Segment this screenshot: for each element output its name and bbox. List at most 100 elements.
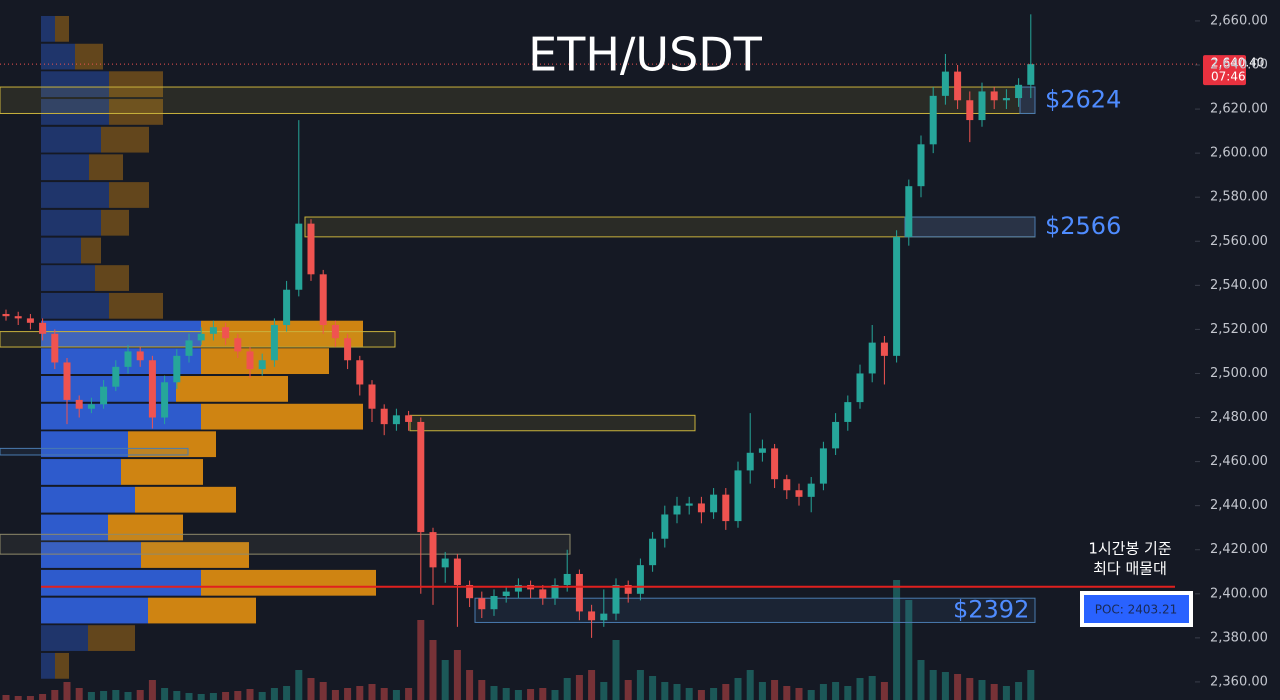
profile-buy: [41, 625, 88, 651]
volume-bar: [392, 690, 400, 700]
candle-body: [600, 613, 608, 621]
candle-body: [807, 483, 815, 497]
candle-body: [197, 333, 205, 341]
volume-bar: [417, 620, 425, 700]
y-tick-label: 2,640.00: [1210, 57, 1268, 72]
volume-bar: [600, 682, 608, 700]
volume-bar: [990, 684, 998, 700]
candle-body: [124, 351, 132, 367]
profile-buy: [41, 237, 81, 264]
candle-body: [453, 558, 461, 585]
profile-sell: [101, 209, 129, 236]
volume-bar: [954, 674, 962, 700]
volume-bar: [819, 684, 827, 700]
candle-body: [856, 373, 864, 403]
candle-body: [14, 316, 22, 319]
volume-bar: [75, 688, 83, 700]
volume-bar: [258, 692, 266, 700]
candle-body: [185, 340, 193, 356]
candle-body: [893, 236, 901, 356]
profile-sell: [81, 237, 101, 264]
profile-buy: [41, 403, 201, 430]
profile-buy: [41, 431, 128, 458]
volume-bar: [551, 690, 559, 700]
last-price-box: [1203, 55, 1246, 86]
volume-bar: [893, 580, 901, 700]
profile-sell: [95, 265, 129, 291]
zone-label: $2392: [953, 595, 1029, 623]
zone-label: $2566: [1045, 212, 1121, 240]
profile-buy: [41, 292, 109, 319]
volume-bar: [283, 686, 291, 700]
profile-buy: [41, 514, 108, 541]
volume-bar: [771, 680, 779, 700]
volume-bar: [87, 692, 95, 700]
y-tick-label: 2,360.00: [1210, 674, 1268, 689]
volume-bar: [514, 690, 522, 700]
volume-bar: [685, 688, 693, 700]
candle-body: [1027, 64, 1035, 85]
last-price-label: 2,640.40: [1211, 56, 1264, 70]
volume-bar: [746, 670, 754, 700]
volume-bar: [209, 693, 217, 700]
volume-bar: [783, 686, 791, 700]
y-tick-label: 2,420.00: [1210, 542, 1268, 557]
candle-body: [356, 360, 364, 385]
profile-buy: [41, 71, 109, 98]
volume-bar: [1027, 670, 1035, 700]
candle-body: [990, 91, 998, 101]
y-tick-label: 2,460.00: [1210, 454, 1268, 469]
candle-body: [258, 360, 266, 370]
y-tick-label: 2,580.00: [1210, 190, 1268, 205]
y-tick-label: 2,660.00: [1210, 13, 1268, 28]
candle-body: [966, 100, 974, 121]
zone: [0, 331, 396, 348]
volume-bar: [917, 660, 925, 700]
volume-bar: [2, 695, 10, 700]
profile-sell: [201, 403, 363, 430]
volume-bar: [344, 688, 352, 700]
profile-sell: [108, 514, 183, 541]
zone: [409, 414, 696, 432]
candle-body: [441, 558, 449, 568]
candle-body: [392, 415, 400, 425]
candle-body: [697, 503, 705, 513]
candle-body: [1002, 98, 1010, 101]
volume-bar: [441, 660, 449, 700]
candle-body: [514, 584, 522, 592]
zone-box: [904, 216, 1036, 238]
volume-bar: [26, 696, 34, 700]
y-tick-label: 2,560.00: [1210, 234, 1268, 249]
candle-body: [466, 584, 474, 599]
volume-bar: [710, 688, 718, 700]
candle-body: [136, 351, 144, 361]
candle-body: [710, 494, 718, 513]
volume-bar: [734, 678, 742, 700]
candle-body: [685, 503, 693, 506]
profile-sell: [101, 126, 149, 153]
profile-sell: [89, 154, 123, 181]
volume-bar: [148, 680, 156, 700]
candle-body: [575, 573, 583, 612]
profile-buy: [41, 209, 101, 236]
profile-sell: [201, 569, 376, 596]
candle-body: [844, 402, 852, 422]
volume-bar: [624, 680, 632, 700]
candle-body: [868, 342, 876, 374]
volume-bar: [453, 650, 461, 700]
volume-bar: [673, 684, 681, 700]
candle-body: [283, 289, 291, 325]
volume-bar: [575, 675, 583, 700]
candle-body: [722, 494, 730, 522]
volume-bar: [39, 694, 47, 700]
candle-body: [39, 322, 47, 334]
volume-bar: [63, 682, 71, 700]
candle-body: [1015, 84, 1023, 99]
volume-bar: [112, 690, 120, 700]
volume-bar: [161, 688, 169, 700]
candle-body: [832, 421, 840, 449]
candle-body: [978, 91, 986, 121]
y-tick-label: 2,400.00: [1210, 586, 1268, 601]
profile-buy: [41, 265, 95, 291]
candle-body: [502, 591, 510, 597]
